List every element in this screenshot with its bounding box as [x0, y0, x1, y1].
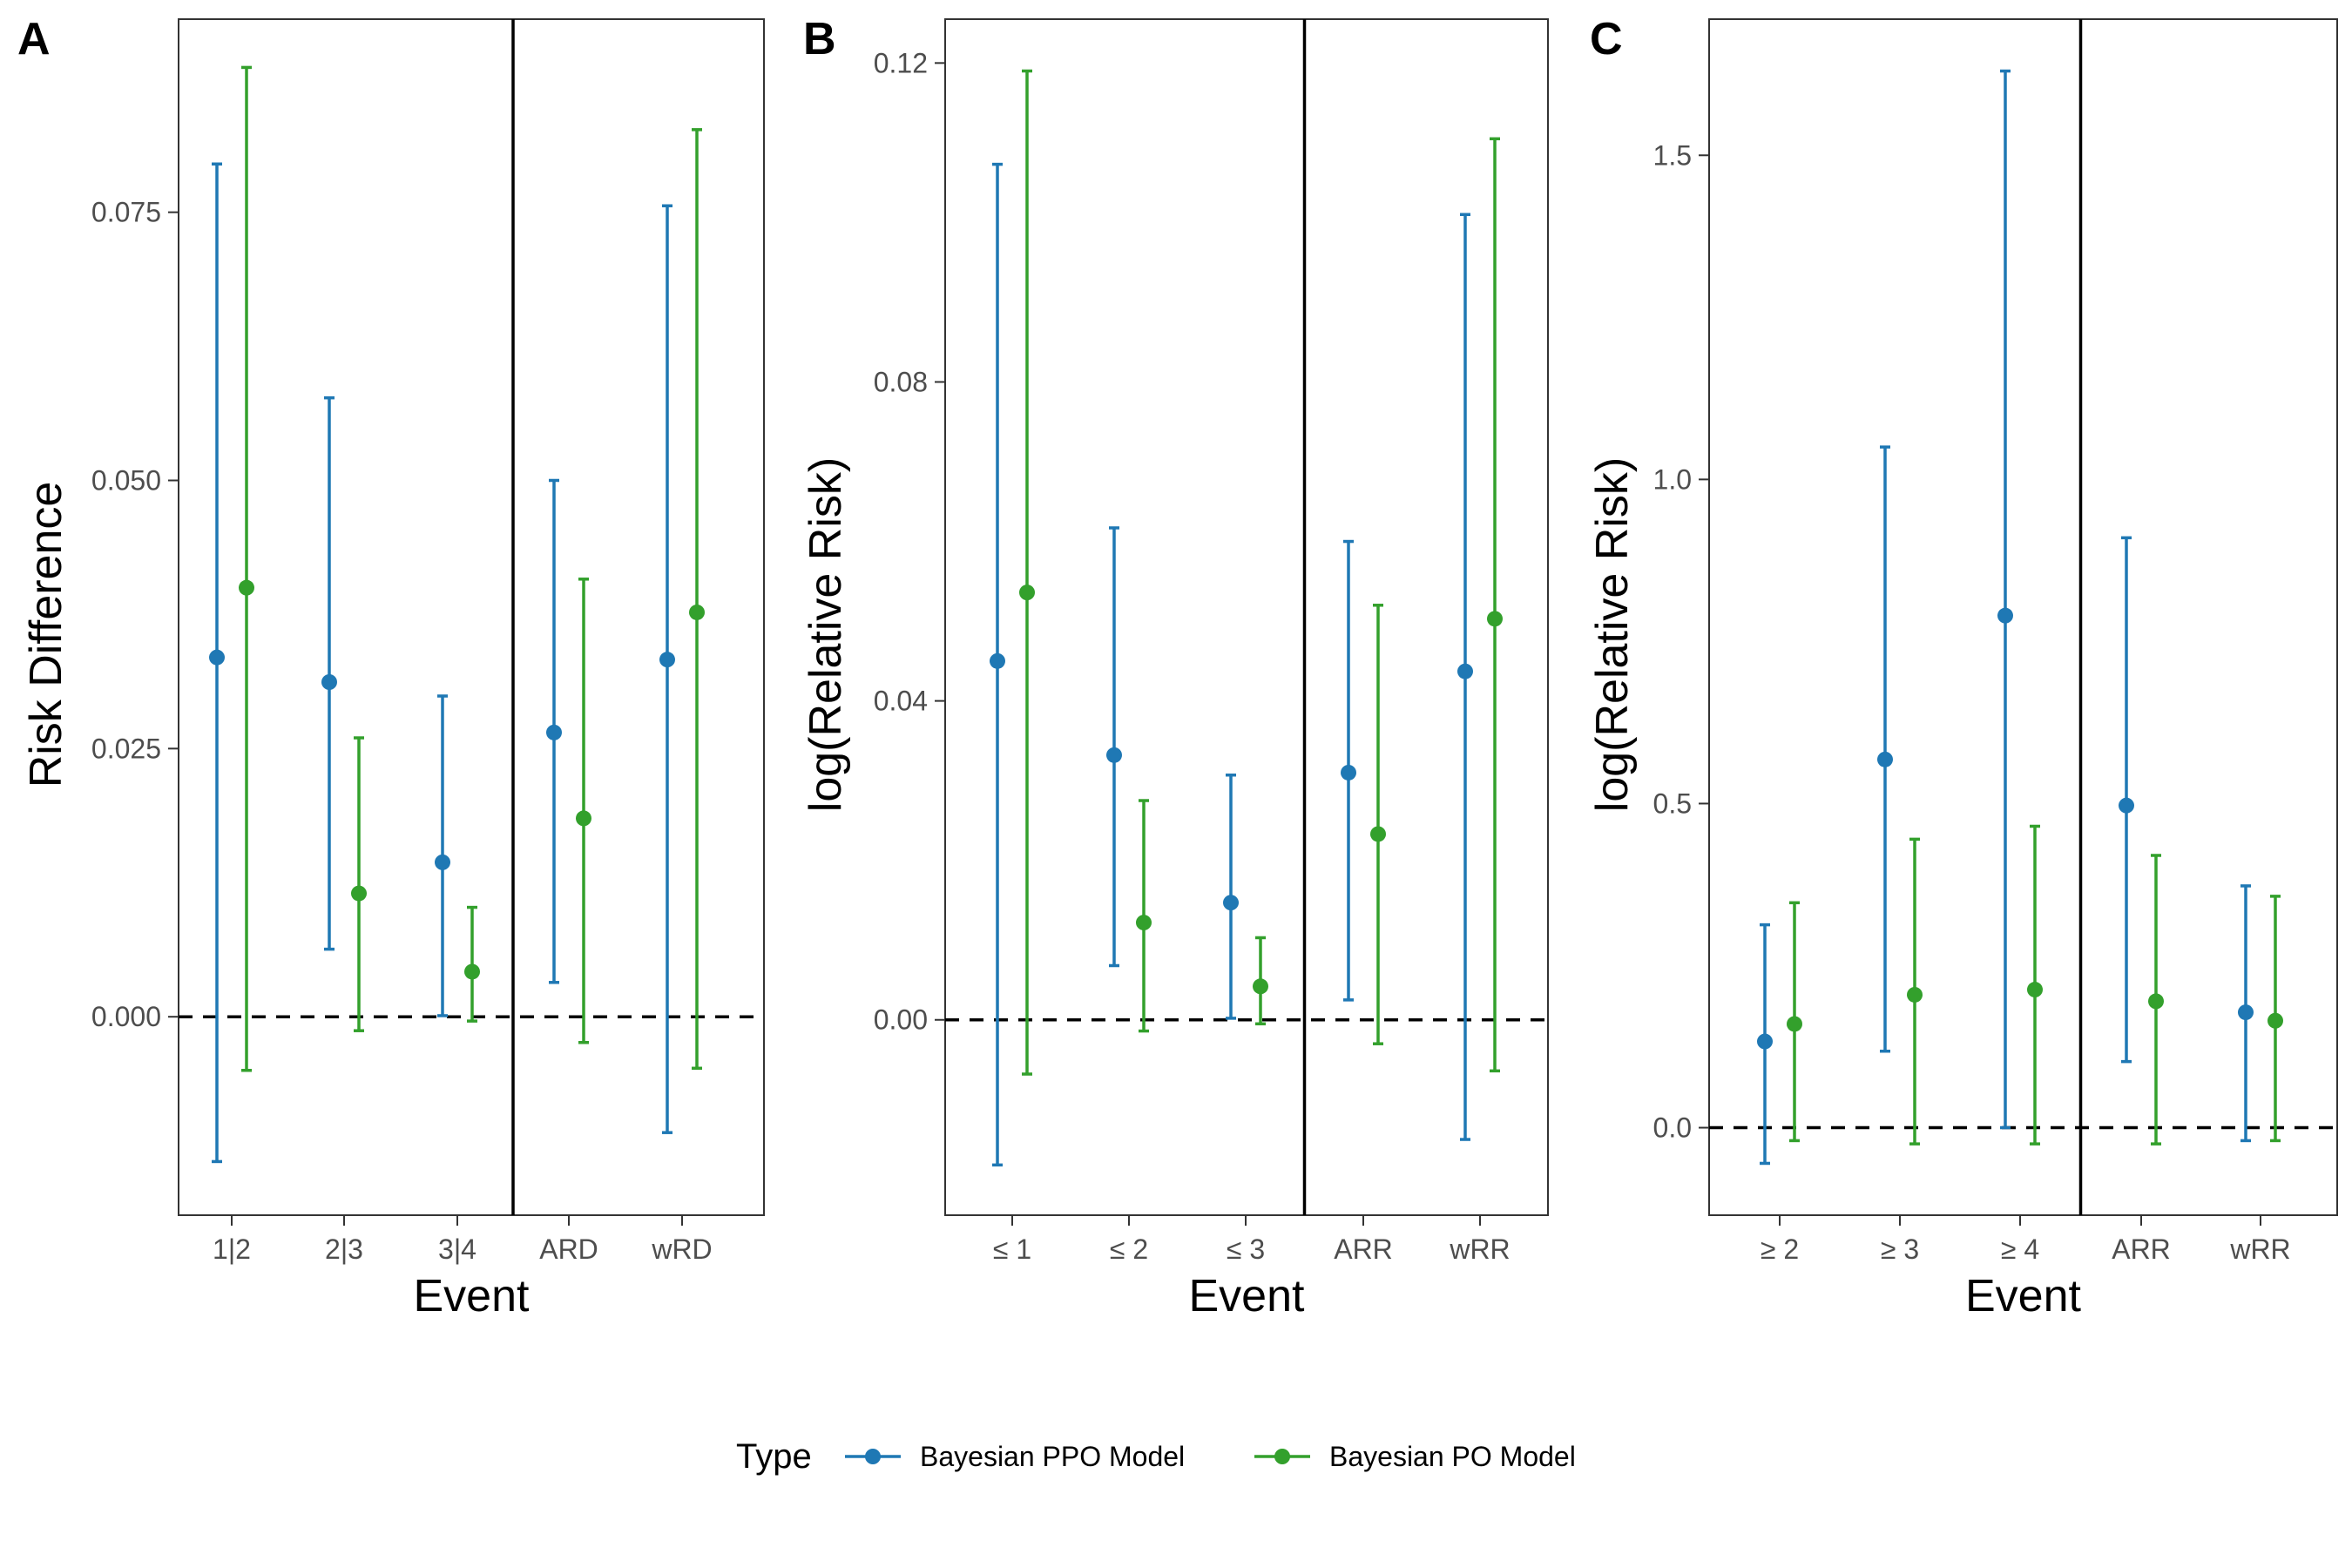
panel-frame: [1708, 18, 2338, 1216]
ppo-point-estimate: [990, 652, 1005, 669]
x-tick-label: ≤ 2: [1110, 1233, 1148, 1265]
panel-b: 0.00 0.04 0.08 0.12 ≤ 1 ≤ 2 ≤ 3 ARR wRR Event log(…: [801, 14, 1549, 1321]
x-tick-label: wRR: [1449, 1233, 1510, 1265]
y-tick-label: 0.025: [91, 733, 161, 764]
po-point-estimate: [2027, 982, 2043, 998]
legend-item-label: Bayesian PPO Model: [920, 1441, 1185, 1472]
ppo-point-estimate: [1106, 747, 1122, 763]
po-point-estimate: [1019, 585, 1035, 601]
x-tick-label: ARR: [2112, 1233, 2171, 1265]
po-point-estimate: [689, 604, 705, 620]
po-point-estimate: [239, 579, 254, 596]
ppo-point-estimate: [1341, 764, 1356, 781]
x-tick-label: 1|2: [213, 1233, 251, 1265]
po-point-estimate: [1487, 611, 1503, 627]
panel-a: 0.000 0.025 0.050 0.075 1|2 2|3 3|4 ARD wRD Event…: [17, 14, 765, 1321]
x-tick-label: wRR: [2229, 1233, 2290, 1265]
y-tick-label: 0.0: [1653, 1112, 1692, 1144]
ppo-point-estimate: [1877, 751, 1893, 767]
po-point-estimate: [1253, 978, 1268, 995]
po-point-estimate: [2148, 993, 2164, 1010]
x-axis-title: Event: [1965, 1271, 2082, 1321]
legend-key-point: [865, 1449, 881, 1464]
x-tick-label: wRD: [651, 1233, 712, 1265]
y-axis-title: log(Relative Risk): [801, 457, 851, 812]
y-tick-label: 0.000: [91, 1001, 161, 1032]
legend-item-label: Bayesian PO Model: [1329, 1441, 1576, 1472]
ppo-point-estimate: [435, 854, 450, 870]
po-point-estimate: [464, 963, 480, 980]
po-point-estimate: [2268, 1012, 2283, 1029]
y-tick-label: 0.5: [1653, 787, 1692, 819]
ppo-point-estimate: [659, 652, 675, 668]
y-tick-label: 0.075: [91, 197, 161, 228]
legend-title: Type: [736, 1437, 812, 1476]
panel-letter: B: [803, 14, 836, 64]
x-axis-title: Event: [1189, 1271, 1306, 1321]
panel-letter: C: [1590, 14, 1623, 64]
ppo-point-estimate: [1757, 1033, 1773, 1050]
ppo-point-estimate: [546, 724, 562, 740]
ppo-point-estimate: [1997, 607, 2013, 624]
po-point-estimate: [1370, 826, 1386, 842]
x-tick-label: ≤ 3: [1227, 1233, 1265, 1265]
panel-c: 0.0 0.5 1.0 1.5 ≥ 2 ≥ 3 ≥ 4 ARR wRR Event log(Rela…: [1587, 14, 2338, 1321]
y-tick-label: 0.050: [91, 464, 161, 496]
x-tick-label: ≥ 2: [1761, 1233, 1799, 1265]
panel-frame: [944, 18, 1549, 1216]
po-point-estimate: [1136, 915, 1152, 931]
po-point-estimate: [1787, 1016, 1802, 1032]
legend: Type Bayesian PPO Model Bayesian PO Model: [736, 1437, 1576, 1476]
x-tick-label: 3|4: [438, 1233, 476, 1265]
ppo-point-estimate: [1457, 663, 1473, 679]
y-tick-label: 0.04: [874, 686, 928, 717]
x-tick-label: ≤ 1: [993, 1233, 1031, 1265]
y-axis-title: Risk Difference: [21, 482, 71, 788]
x-axis-title: Event: [414, 1271, 531, 1321]
y-tick-label: 1.5: [1653, 139, 1692, 171]
y-tick-label: 0.12: [874, 47, 928, 78]
x-tick-label: ARR: [1334, 1233, 1393, 1265]
panel-letter: A: [17, 14, 51, 64]
y-tick-label: 0.00: [874, 1004, 928, 1036]
x-tick-label: ARD: [539, 1233, 598, 1265]
ppo-point-estimate: [2119, 797, 2134, 814]
panel-frame: [178, 18, 765, 1216]
y-axis-title: log(Relative Risk): [1587, 457, 1638, 812]
po-point-estimate: [1907, 986, 1923, 1003]
legend-key-point: [1274, 1449, 1290, 1464]
y-tick-label: 0.08: [874, 366, 928, 397]
x-tick-label: 2|3: [325, 1233, 363, 1265]
ppo-point-estimate: [209, 649, 225, 666]
ppo-point-estimate: [2238, 1004, 2254, 1021]
po-point-estimate: [576, 810, 591, 827]
po-point-estimate: [351, 885, 367, 902]
x-tick-label: ≥ 3: [1881, 1233, 1919, 1265]
y-tick-label: 1.0: [1653, 463, 1692, 495]
x-tick-label: ≥ 4: [2001, 1233, 2039, 1265]
ppo-point-estimate: [321, 673, 337, 690]
ppo-point-estimate: [1223, 895, 1239, 911]
